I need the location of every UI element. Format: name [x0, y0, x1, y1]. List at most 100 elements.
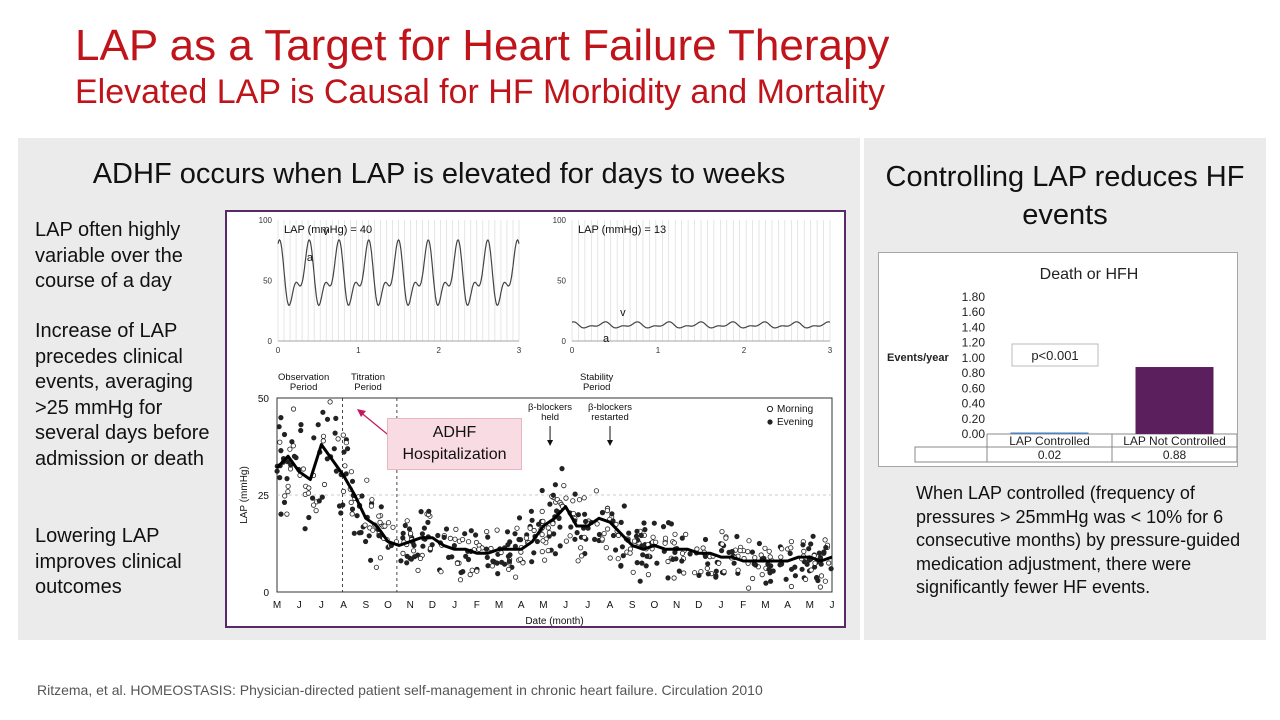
point-morning: [340, 488, 347, 494]
point-morning: [362, 522, 368, 528]
point-morning: [766, 548, 772, 554]
point-evening: [506, 558, 512, 564]
point-evening: [665, 575, 671, 581]
slide-subtitle: Elevated LAP is Causal for HF Morbidity …: [75, 73, 886, 111]
point-morning: [284, 511, 290, 517]
point-morning: [282, 493, 288, 499]
point-evening: [483, 546, 490, 552]
left-panel: ADHF occurs when LAP is elevated for day…: [18, 138, 860, 640]
callout-arrow-head: [357, 409, 366, 417]
point-evening: [358, 529, 364, 536]
point-evening: [311, 435, 317, 441]
point-evening: [633, 533, 640, 539]
point-evening: [626, 530, 632, 536]
point-evening: [582, 518, 589, 525]
point-morning: [404, 518, 410, 524]
point-evening: [713, 573, 719, 579]
point-morning: [681, 570, 687, 576]
point-evening: [654, 560, 660, 566]
timeseries-x-tick: M: [495, 600, 503, 611]
point-evening: [642, 526, 648, 533]
bar-y-label: Events/year: [887, 352, 949, 364]
timeseries-y-tick: 25: [258, 491, 270, 502]
point-morning: [373, 564, 379, 570]
point-morning: [452, 536, 458, 542]
point-evening: [637, 578, 643, 584]
point-evening: [575, 512, 581, 518]
point-morning: [752, 554, 758, 561]
point-evening: [315, 422, 321, 428]
wave-y-tick: 50: [557, 277, 566, 286]
point-evening: [641, 520, 647, 526]
point-evening: [349, 478, 356, 484]
point-evening: [556, 515, 562, 521]
point-morning: [390, 524, 396, 530]
timeseries-x-tick: J: [297, 600, 302, 611]
point-morning: [603, 544, 609, 551]
timeseries-x-tick: A: [518, 600, 525, 611]
point-morning: [454, 560, 460, 566]
point-evening: [651, 520, 657, 526]
point-evening: [406, 526, 413, 532]
point-evening: [729, 548, 735, 555]
legend-evening-marker: [767, 419, 773, 425]
point-evening: [449, 554, 455, 560]
point-morning: [599, 536, 605, 542]
point-morning: [540, 538, 546, 544]
timeseries-points: [274, 399, 834, 591]
point-morning: [506, 566, 512, 572]
point-morning: [601, 530, 607, 537]
point-morning: [348, 499, 354, 505]
point-evening: [705, 561, 711, 567]
point-evening: [310, 495, 316, 501]
point-morning: [735, 567, 741, 573]
point-morning: [545, 525, 551, 531]
point-morning: [627, 550, 633, 556]
point-evening: [512, 531, 518, 537]
wave-x-tick: 3: [517, 346, 522, 355]
period-label: Period: [290, 382, 317, 393]
wave-x-tick: 1: [356, 346, 361, 355]
point-evening: [490, 558, 496, 564]
bar-chart-svg: Death or HFH 0.000.200.40 0.600.801.001.20…: [887, 266, 1240, 463]
timeseries-x-tick: J: [830, 600, 835, 611]
point-morning: [327, 399, 333, 405]
point-evening: [619, 544, 625, 550]
right-panel: Controlling LAP reduces HF events Death …: [864, 138, 1266, 640]
point-evening: [787, 550, 793, 556]
bullet-lowering-lap: Lowering LAP improves clinical outcomes: [35, 525, 182, 599]
point-evening: [324, 416, 331, 422]
point-morning: [539, 508, 545, 514]
point-evening: [354, 513, 360, 519]
point-morning: [662, 540, 668, 546]
point-evening: [340, 502, 346, 508]
point-morning: [368, 503, 374, 509]
point-morning: [812, 560, 818, 566]
point-evening: [792, 564, 798, 570]
point-morning: [349, 511, 355, 517]
point-evening: [553, 508, 560, 514]
point-morning: [801, 548, 807, 554]
point-evening: [531, 550, 537, 556]
point-morning: [808, 567, 814, 573]
point-evening: [462, 531, 468, 537]
point-morning: [671, 575, 677, 581]
point-morning: [615, 556, 621, 562]
event-label: β-blockers: [528, 402, 572, 413]
point-morning: [539, 531, 545, 538]
point-evening: [705, 571, 711, 577]
point-evening: [702, 536, 709, 543]
point-evening: [640, 552, 646, 558]
point-evening: [278, 511, 284, 517]
point-evening: [418, 508, 424, 515]
wave-marker-a: a: [603, 333, 610, 345]
waveform-low-lap: 0 50 100 0 1 2 3 LAP (mmHg) = 13 a v: [553, 216, 833, 355]
wave-title: LAP (mmHg) = 13: [578, 224, 666, 236]
point-morning: [287, 446, 293, 452]
bar-y-tick: 1.40: [962, 320, 986, 334]
wave-trace: [277, 238, 520, 307]
point-evening: [609, 511, 615, 517]
bar-y-tick: 1.80: [962, 290, 986, 304]
point-evening: [495, 570, 501, 577]
